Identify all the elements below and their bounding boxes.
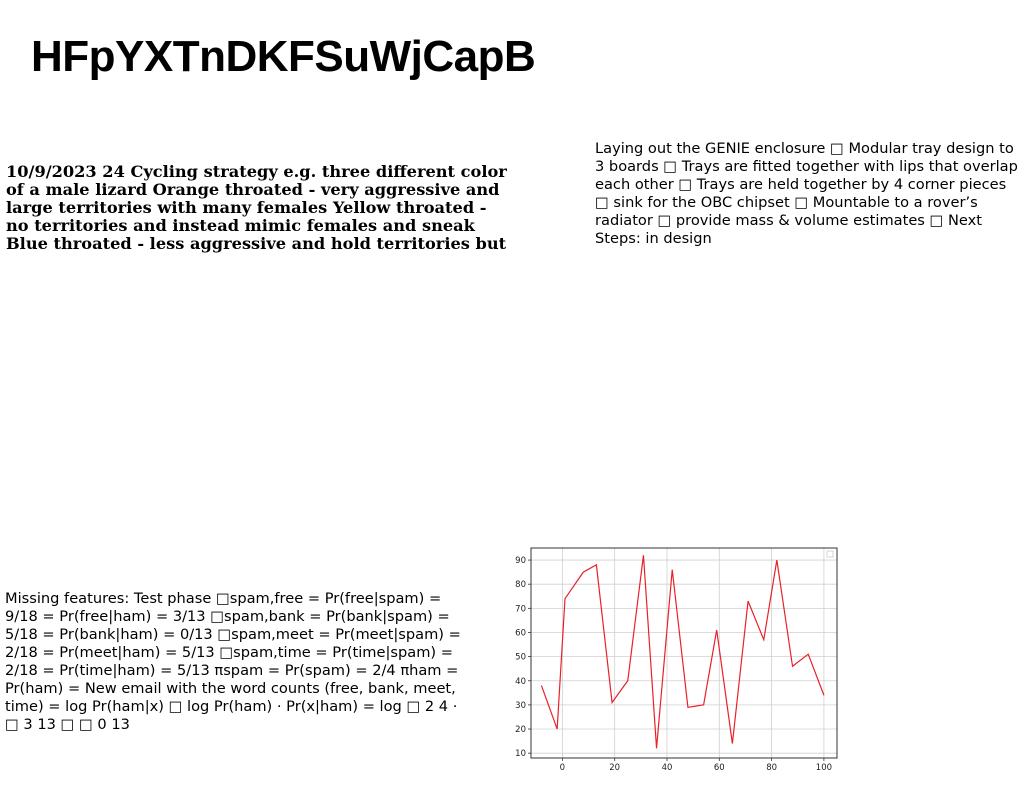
plot-frame xyxy=(530,547,838,759)
y-tick-label: 60 xyxy=(515,628,526,638)
lizard-notes-text: 10/9/2023 24 Cycling strategy e.g. three… xyxy=(6,162,507,253)
y-tick-label: 10 xyxy=(515,749,526,759)
y-tick-label: 40 xyxy=(515,677,526,687)
y-tick-label: 80 xyxy=(515,580,526,590)
series-line-0 xyxy=(540,555,825,749)
x-tick-label: 60 xyxy=(714,763,725,773)
page-title: HFpYXTnDKFSuWjCapB xyxy=(31,32,536,81)
x-tick-label: 0 xyxy=(560,763,565,773)
y-tick-label: 70 xyxy=(515,604,526,614)
y-tick-label: 30 xyxy=(515,701,526,711)
x-tick-label: 20 xyxy=(609,763,620,773)
line-chart: 0 20 40 60 80 100 10 20 30 40 50 60 70 80 90 xyxy=(515,547,838,773)
x-tick-label: 80 xyxy=(766,763,777,773)
y-tick-label: 90 xyxy=(515,556,526,566)
x-tick-label: 100 xyxy=(816,763,832,773)
legend-box xyxy=(826,550,834,558)
spam-filter-notes-text: Missing features: Test phase □spam,free … xyxy=(5,590,461,733)
y-tick-label: 20 xyxy=(515,725,526,735)
y-tick-label: 50 xyxy=(515,653,526,663)
genie-enclosure-text: Laying out the GENIE enclosure □ Modular… xyxy=(595,140,1018,247)
x-tick-label: 40 xyxy=(662,763,673,773)
